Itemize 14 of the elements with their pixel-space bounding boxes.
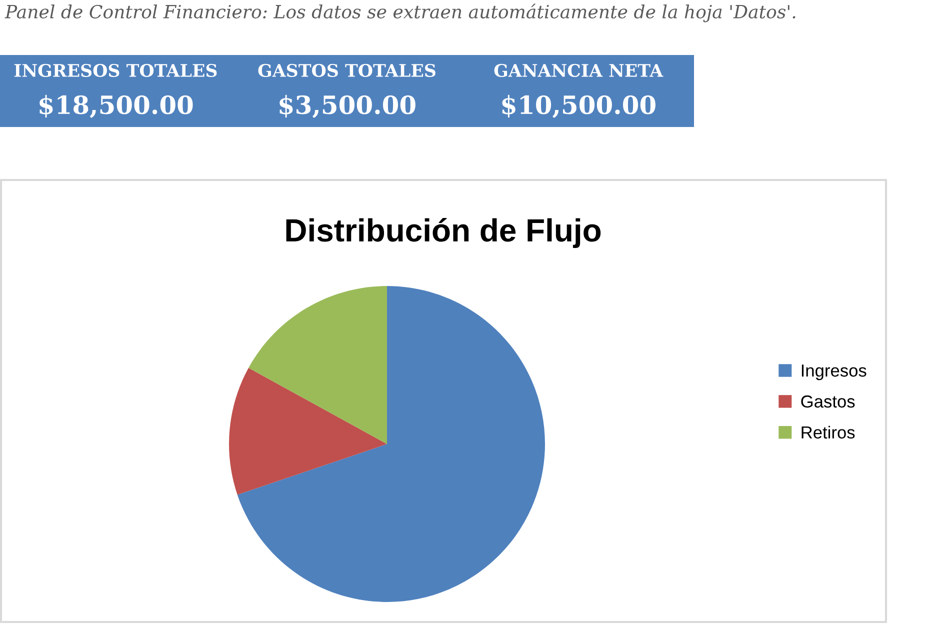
text: INGRESOS TOTALES: [14, 64, 217, 78]
pie-slice: [248, 286, 387, 444]
text: $3,500.00: [280, 94, 416, 118]
chart-title: Distribución de Flujo: [286, 218, 601, 248]
legend-label: Gastos: [801, 395, 855, 408]
text: $18,500.00: [40, 94, 193, 118]
text: Panel de Control Financiero: Los datos se extraen automáticamente de la hoja 'Datos'.: [4, 4, 796, 22]
text: $10,500.00: [502, 94, 656, 118]
text: GASTOS TOTALES: [258, 64, 436, 78]
legend-label: Ingresos: [802, 364, 866, 380]
text: GANANCIA NETA: [494, 64, 664, 78]
legend-label: Retiros: [802, 426, 855, 439]
pie-slice: [229, 368, 387, 495]
pie-slice: [237, 286, 545, 602]
